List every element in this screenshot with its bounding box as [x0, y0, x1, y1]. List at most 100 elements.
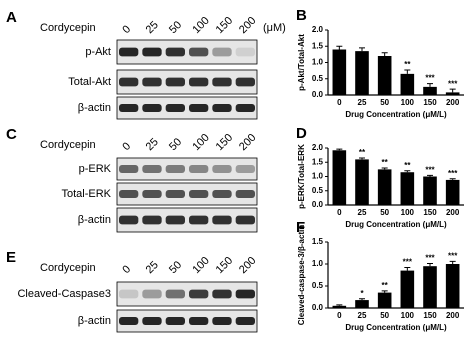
y-tick-label: 1.0: [312, 259, 324, 268]
row-label: Total-ERK: [61, 188, 111, 200]
x-tick-label: 25: [358, 98, 367, 107]
significance-label: **: [359, 148, 366, 157]
x-tick-label: 50: [380, 208, 389, 217]
treatment-label: Cordycepin: [40, 22, 96, 34]
band: [142, 317, 162, 325]
band: [189, 215, 209, 225]
x-tick-label: 0: [337, 208, 342, 217]
blot-strip: [116, 281, 258, 307]
y-tick-label: 1.5: [312, 41, 324, 50]
x-tick-label: 100: [401, 208, 415, 217]
dose-label: 100: [190, 132, 211, 153]
bar: [400, 270, 415, 308]
band: [119, 165, 139, 173]
band: [235, 165, 255, 173]
bar: [332, 305, 347, 308]
y-tick-label: 0.5: [312, 186, 324, 195]
significance-label: ***: [403, 258, 413, 267]
dose-label: 0: [120, 23, 133, 36]
error-bar: [404, 170, 411, 173]
significance-label: **: [382, 158, 389, 167]
band: [142, 190, 162, 198]
panel-label: C: [6, 126, 17, 143]
band: [142, 77, 162, 87]
band: [165, 289, 185, 299]
y-tick-label: 2.0: [312, 25, 324, 34]
blot-strip: [116, 39, 258, 65]
significance-label: ***: [448, 79, 458, 88]
x-tick-label: 25: [358, 208, 367, 217]
row-label: p-Akt: [85, 46, 111, 58]
band: [235, 104, 255, 112]
y-tick-label: 2.0: [312, 143, 324, 152]
error-bar: [336, 45, 343, 50]
band: [142, 289, 162, 299]
unit-label: (μM): [263, 22, 286, 34]
x-tick-label: 200: [446, 98, 460, 107]
treatment-label: Cordycepin: [40, 139, 96, 151]
dose-label: 25: [144, 136, 161, 153]
y-tick-label: 0.5: [312, 281, 324, 290]
dose-label: 0: [120, 263, 133, 276]
band: [235, 317, 255, 325]
band: [165, 165, 185, 173]
x-axis-label: Drug Concentration (μM/L): [345, 220, 447, 229]
band: [119, 215, 139, 225]
band: [212, 165, 232, 173]
blot-strip: [116, 182, 258, 206]
bar: [445, 264, 460, 308]
bar: [332, 150, 347, 205]
x-tick-label: 200: [446, 311, 460, 320]
y-tick-label: 0.0: [312, 200, 324, 209]
band: [235, 215, 255, 225]
band: [165, 317, 185, 325]
band: [142, 165, 162, 173]
band: [189, 317, 209, 325]
x-axis-label: Drug Concentration (μM/L): [345, 110, 447, 119]
band: [189, 289, 209, 299]
x-tick-label: 50: [380, 311, 389, 320]
significance-label: **: [404, 161, 411, 170]
dose-label: 0: [120, 140, 133, 153]
x-tick-label: 150: [423, 311, 437, 320]
treatment-label: Cordycepin: [40, 262, 96, 274]
blot-strip: [116, 157, 258, 181]
error-bar: [359, 47, 365, 52]
row-label: β-actin: [78, 315, 111, 327]
significance-label: ***: [425, 254, 435, 263]
error-bar: [449, 88, 456, 93]
band: [212, 317, 232, 325]
dose-label: 50: [167, 136, 184, 153]
band: [212, 215, 232, 225]
dose-label: 150: [214, 15, 235, 36]
band: [165, 47, 185, 57]
bar: [445, 179, 460, 205]
band: [235, 77, 255, 87]
panel-label: D: [296, 125, 307, 142]
error-bar: [449, 260, 456, 264]
band: [142, 47, 162, 57]
panel-label: F: [296, 219, 305, 236]
y-tick-label: 1.5: [312, 237, 324, 246]
band: [189, 190, 209, 198]
x-tick-label: 0: [337, 98, 342, 107]
x-tick-label: 100: [401, 311, 415, 320]
row-label: Total-Akt: [68, 76, 111, 88]
error-bar: [427, 174, 433, 177]
band: [212, 190, 232, 198]
band: [119, 47, 139, 57]
x-tick-label: 25: [358, 311, 367, 320]
band: [119, 77, 139, 87]
x-tick-label: 200: [446, 208, 460, 217]
dose-label: 25: [144, 19, 161, 36]
x-tick-label: 0: [337, 311, 342, 320]
panel-label: B: [296, 7, 307, 24]
significance-label: ***: [448, 251, 458, 260]
error-bar: [381, 167, 388, 170]
dose-label: 50: [167, 19, 184, 36]
band: [165, 215, 185, 225]
significance-label: ***: [425, 165, 435, 174]
dose-label: 150: [214, 255, 235, 276]
band: [212, 289, 232, 299]
significance-label: **: [404, 60, 411, 69]
